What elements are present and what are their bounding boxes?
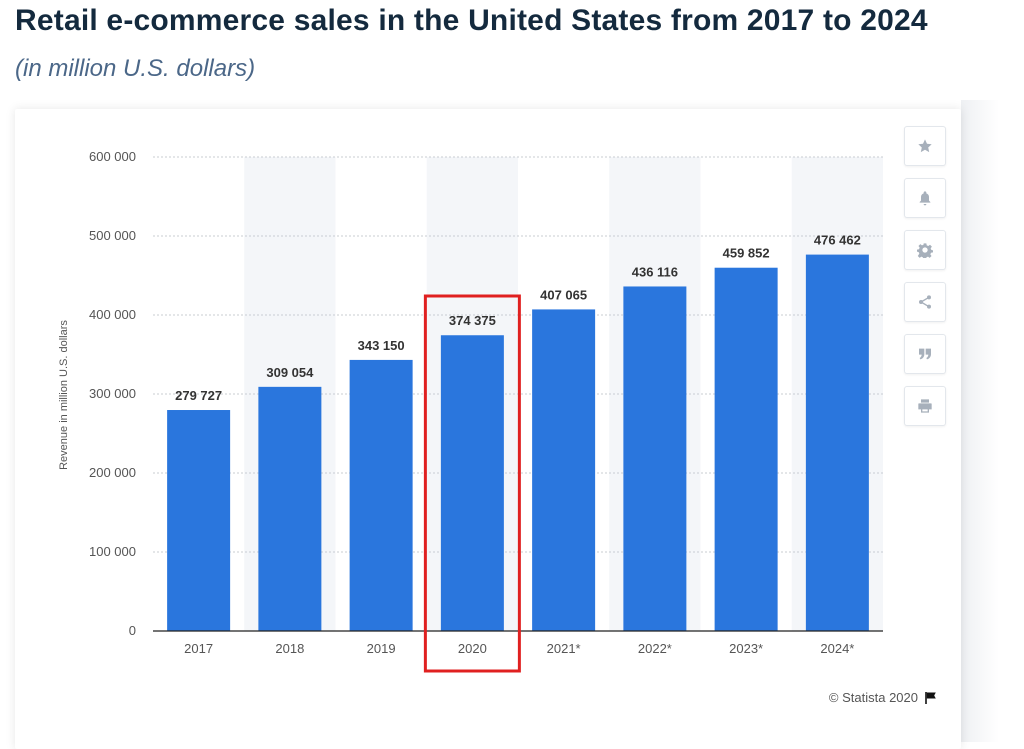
y-tick-label: 0 [129,623,136,638]
y-tick-label: 200 000 [89,465,136,480]
flag-icon[interactable] [924,691,938,704]
statista-credit[interactable]: © Statista 2020 [829,690,938,705]
y-axis-label: Revenue in million U.S. dollars [58,320,70,470]
bar-2019[interactable] [349,359,413,631]
print-icon [918,399,932,413]
y-tick-label: 400 000 [89,307,136,322]
value-label: 459 852 [723,246,770,261]
highlight-box-2020 [423,294,521,673]
bar-2024[interactable] [805,254,869,631]
x-tick-label: 2020 [458,641,487,656]
quote-icon [919,348,931,360]
x-tick-label: 2022* [638,641,672,656]
gear-icon [917,243,933,258]
chart-toolbar [904,126,946,438]
value-label: 279 727 [175,388,222,403]
x-tick-label: 2018 [275,641,304,656]
value-label: 309 054 [266,365,314,380]
x-tick-label: 2023* [729,641,763,656]
credit-text: © Statista 2020 [828,690,918,705]
x-tick-label: 2024* [820,641,854,656]
print-button[interactable] [904,386,946,426]
share-icon [919,295,931,309]
bar-2017[interactable] [167,410,231,631]
favorite-button[interactable] [904,126,946,166]
value-label: 374 375 [449,313,496,328]
cite-button[interactable] [904,334,946,374]
y-axis-ticks: 0 100 000 200 000 300 000 400 000 500 000 600 … [89,149,136,638]
x-axis-ticks: 2017 2018 2019 2020 2021* 2022* 2023* 2024* [184,641,854,656]
value-label: 436 116 [632,264,678,279]
bar-2021[interactable] [532,309,596,631]
x-tick-label: 2019 [367,641,396,656]
page-side-shade [961,100,1024,742]
settings-button[interactable] [904,230,946,270]
value-label: 343 150 [358,338,405,353]
share-button[interactable] [904,282,946,322]
value-label: 407 065 [540,287,587,302]
bell-icon [919,191,931,206]
y-tick-label: 600 000 [89,149,136,164]
x-tick-label: 2021* [547,641,581,656]
value-labels: 279 727 309 054 343 150 374 375 407 065 436 1… [175,233,861,403]
x-tick-label: 2017 [184,641,213,656]
bar-2023[interactable] [714,267,778,631]
y-tick-label: 100 000 [89,544,136,559]
chart-subtitle: (in million U.S. dollars) [15,55,256,82]
notification-button[interactable] [904,178,946,218]
bar-2022[interactable] [623,286,687,631]
y-tick-label: 300 000 [89,386,136,401]
bar-2018[interactable] [258,386,322,631]
bar-2020[interactable] [440,335,504,631]
chart-title: Retail e-commerce sales in the United St… [15,4,928,37]
bars [167,254,869,631]
value-label: 476 462 [814,233,861,248]
star-icon [918,139,932,153]
y-tick-label: 500 000 [89,228,136,243]
